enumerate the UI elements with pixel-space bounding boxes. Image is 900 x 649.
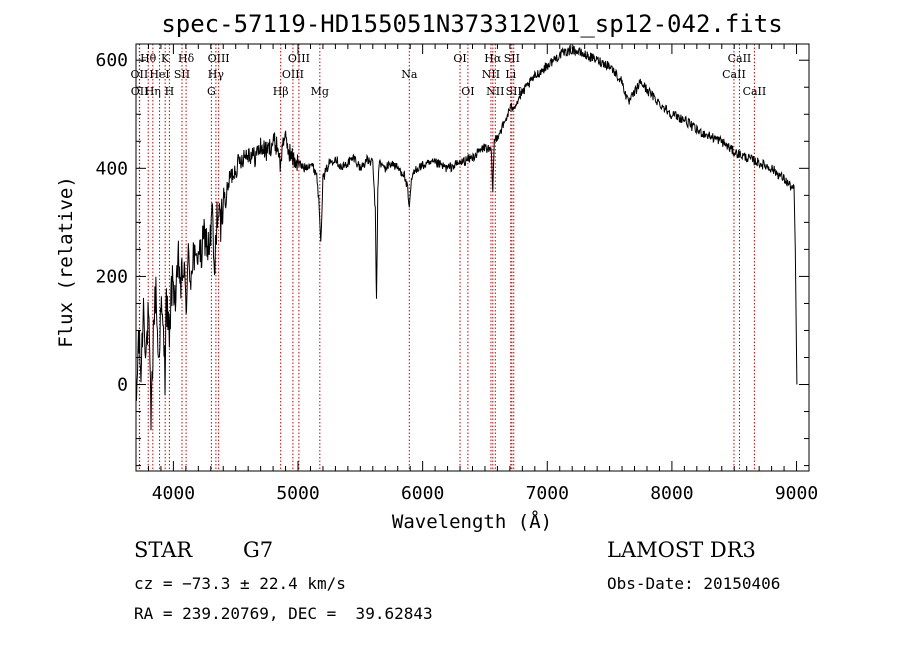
line-label-16: Na [401,68,418,81]
line-label-2: Hθ [140,52,157,65]
spectrum-line [135,43,798,431]
y-tick-label: 0 [117,375,128,396]
y-axis-label: Flux (relative) [55,176,77,348]
y-tick-label: 400 [95,158,128,179]
line-label-9: G [207,85,216,98]
survey-name: LAMOST DR3 [607,538,756,562]
line-label-4: HeI [149,68,169,81]
x-axis-label: Wavelength (Å) [392,510,552,533]
line-label-18: OI [461,85,474,98]
line-label-13: OIII [282,68,304,81]
object-class: STAR [134,538,193,562]
line-label-3: Hη [145,85,161,98]
line-label-7: SII [174,68,190,81]
x-tick-label: 5000 [276,483,319,504]
line-label-12: Hβ [273,85,289,98]
plot-frame [135,43,810,472]
x-axis-ticks: 4000 5000 6000 7000 8000 9000 [135,44,818,504]
line-label-1: OII [131,85,149,98]
line-label-10: Hγ [208,68,225,81]
x-tick-label: 4000 [152,483,195,504]
line-label-20: Hα [484,52,502,65]
line-label-0: OII [131,68,149,81]
chart-title: spec-57119-HD155051N373312V01_sp12-042.f… [161,10,782,38]
line-label-5: K [161,52,170,65]
line-label-23: SII [504,52,520,65]
x-tick-label: 7000 [526,483,569,504]
x-tick-label: 9000 [775,483,818,504]
spectral-line-markers [138,44,755,471]
line-label-27: CaII [743,85,767,98]
observation-date: Obs-Date: 20150406 [607,574,781,593]
line-label-24: SII [506,85,522,98]
x-tick-label: 6000 [401,483,444,504]
line-label-21: NII [486,85,504,98]
y-tick-label: 200 [95,266,128,287]
line-label-22: Li [505,68,516,81]
redshift-velocity: cz = −73.3 ± 22.4 km/s [134,574,346,593]
object-subclass: G7 [243,538,274,562]
line-label-17: OI [453,52,466,65]
line-label-26: CaII [728,52,752,65]
line-label-8: Hδ [178,52,195,65]
x-tick-label: 8000 [650,483,693,504]
line-label-11: OIII [208,52,230,65]
line-label-15: Mg [311,85,329,98]
sky-coordinates: RA = 239.20769, DEC = 39.62843 [134,604,433,623]
line-label-6: H [165,85,175,98]
y-tick-label: 600 [95,50,128,71]
line-label-19: NII [482,68,500,81]
spectral-line-labels: OII OII Hθ Hη HeI K H SII Hδ G Hγ OIII Hβ OIII OIII Mg N… [131,52,767,98]
line-label-14: OIII [288,52,310,65]
line-label-25: CaII [722,68,746,81]
y-axis-ticks: 0 200 400 600 [95,50,809,467]
